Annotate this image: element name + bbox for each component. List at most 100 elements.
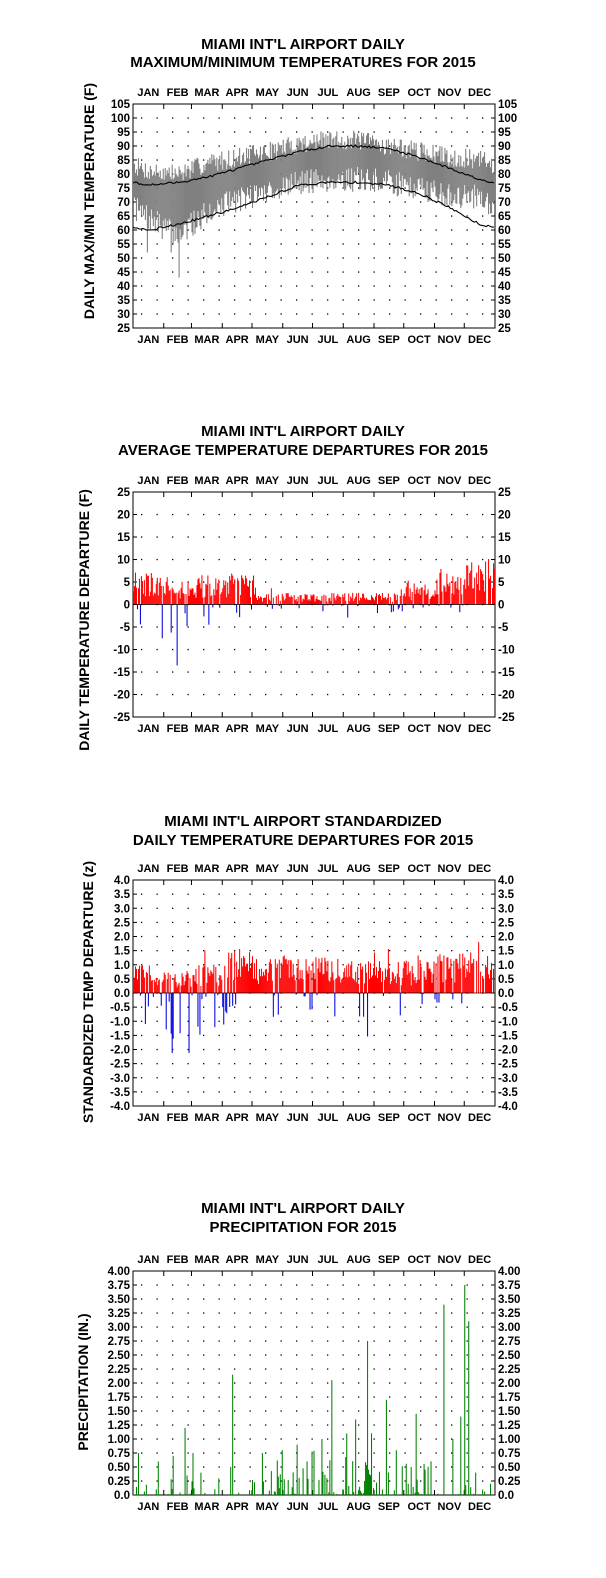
grid-dot	[466, 1466, 468, 1468]
grid-dot	[435, 1326, 437, 1328]
grid-dot	[172, 131, 174, 133]
grid-dot	[203, 1424, 205, 1426]
grid-dot	[482, 513, 484, 516]
grid-dot	[466, 1284, 468, 1286]
grid-dot	[435, 313, 437, 315]
grid-dot	[373, 1284, 375, 1286]
chart-panel-standardized-departures: MIAMI INT'L AIRPORT STANDARDIZED DAILY T…	[0, 780, 606, 1170]
grid-dot	[234, 1077, 236, 1079]
y-tick-label-left: 3.00	[108, 1322, 130, 1334]
grid-dot	[404, 299, 406, 301]
grid-dot	[404, 693, 406, 696]
grid-dot	[203, 271, 205, 273]
grid-dot	[218, 893, 220, 895]
grid-dot	[358, 271, 360, 273]
grid-dot	[358, 536, 360, 538]
grid-dot	[280, 1091, 282, 1093]
grid-dot	[156, 145, 158, 147]
grid-dot	[265, 1091, 267, 1093]
grid-dot	[482, 1354, 484, 1356]
grid-dot	[327, 1466, 329, 1468]
grid-dot	[218, 1466, 220, 1468]
grid-dot	[404, 1284, 406, 1286]
grid-dot	[342, 1006, 344, 1008]
grid-dot	[280, 1396, 282, 1398]
grid-dot	[327, 1438, 329, 1440]
grid-dot	[265, 1048, 267, 1051]
grid-dot	[389, 671, 391, 673]
grid-dot	[451, 935, 453, 938]
grid-dot	[203, 215, 205, 217]
grid-dot	[203, 257, 205, 259]
grid-dot	[141, 271, 143, 273]
grid-dot	[187, 229, 189, 231]
grid-dot	[311, 229, 313, 231]
grid-dot	[172, 1340, 174, 1342]
grid-dot	[327, 1312, 329, 1314]
grid-dot	[265, 950, 267, 952]
grid-dot	[218, 1063, 220, 1065]
grid-dot	[311, 1410, 313, 1412]
grid-dot	[389, 1424, 391, 1426]
grid-dot	[420, 1452, 422, 1454]
grid-dot	[172, 513, 174, 516]
grid-dot	[358, 117, 360, 119]
grid-dot	[451, 117, 453, 119]
grid-dot	[156, 1452, 158, 1454]
grid-dot	[265, 1020, 267, 1022]
grid-dot	[218, 1382, 220, 1384]
grid-dot	[435, 1312, 437, 1314]
y-tick-label-left: -4.0	[110, 1101, 130, 1113]
y-tick-label-left: 5	[124, 577, 131, 589]
grid-dot	[420, 671, 422, 673]
grid-dot	[172, 1368, 174, 1370]
grid-dot	[265, 935, 267, 938]
grid-dot	[482, 964, 484, 966]
grid-dot	[296, 243, 298, 245]
grid-dot	[342, 1410, 344, 1412]
grid-dot	[420, 626, 422, 628]
grid-dot	[234, 1424, 236, 1426]
grid-dot	[327, 1424, 329, 1426]
grid-dot	[280, 257, 282, 259]
grid-dot	[296, 893, 298, 895]
grid-dot	[141, 1298, 143, 1300]
grid-dot	[466, 285, 468, 287]
grid-dot	[435, 693, 437, 696]
grid-dot	[280, 1354, 282, 1356]
grid-dot	[404, 1340, 406, 1342]
y-tick-label-right: 100	[498, 113, 517, 125]
grid-dot	[172, 648, 174, 651]
grid-dot	[265, 1298, 267, 1300]
grid-dot	[249, 1077, 251, 1079]
grid-dot	[420, 648, 422, 651]
grid-dot	[311, 536, 313, 538]
month-label-bottom: FEB	[167, 1112, 189, 1124]
normal-max-line	[132, 144, 495, 186]
y-tick-label-left: 2.00	[108, 1378, 130, 1390]
grid-dot	[435, 1354, 437, 1356]
grid-dot	[311, 1298, 313, 1300]
grid-dot	[466, 1048, 468, 1051]
grid-dot	[358, 1312, 360, 1314]
grid-dot	[358, 648, 360, 651]
grid-dot	[187, 1326, 189, 1328]
grid-dot	[234, 1006, 236, 1008]
y-tick-label-left: 0.75	[108, 1448, 131, 1460]
grid-dot	[373, 1452, 375, 1454]
grid-dot	[358, 215, 360, 217]
grid-dot	[296, 1410, 298, 1412]
grid-dot	[435, 1382, 437, 1384]
y-tick-label-right: 15	[498, 532, 511, 544]
grid-dot	[234, 1354, 236, 1356]
y-tick-label-right: 2.25	[498, 1364, 521, 1376]
y-tick-label-left: 95	[117, 127, 130, 139]
month-label-top: SEP	[378, 1254, 400, 1266]
grid-dot	[435, 513, 437, 516]
grid-dot	[389, 921, 391, 924]
grid-dot	[466, 201, 468, 203]
grid-dot	[203, 671, 205, 673]
grid-dot	[435, 558, 437, 561]
y-tick-label-left: 4.0	[114, 875, 130, 887]
y-tick-label-right: 3.25	[498, 1308, 521, 1320]
